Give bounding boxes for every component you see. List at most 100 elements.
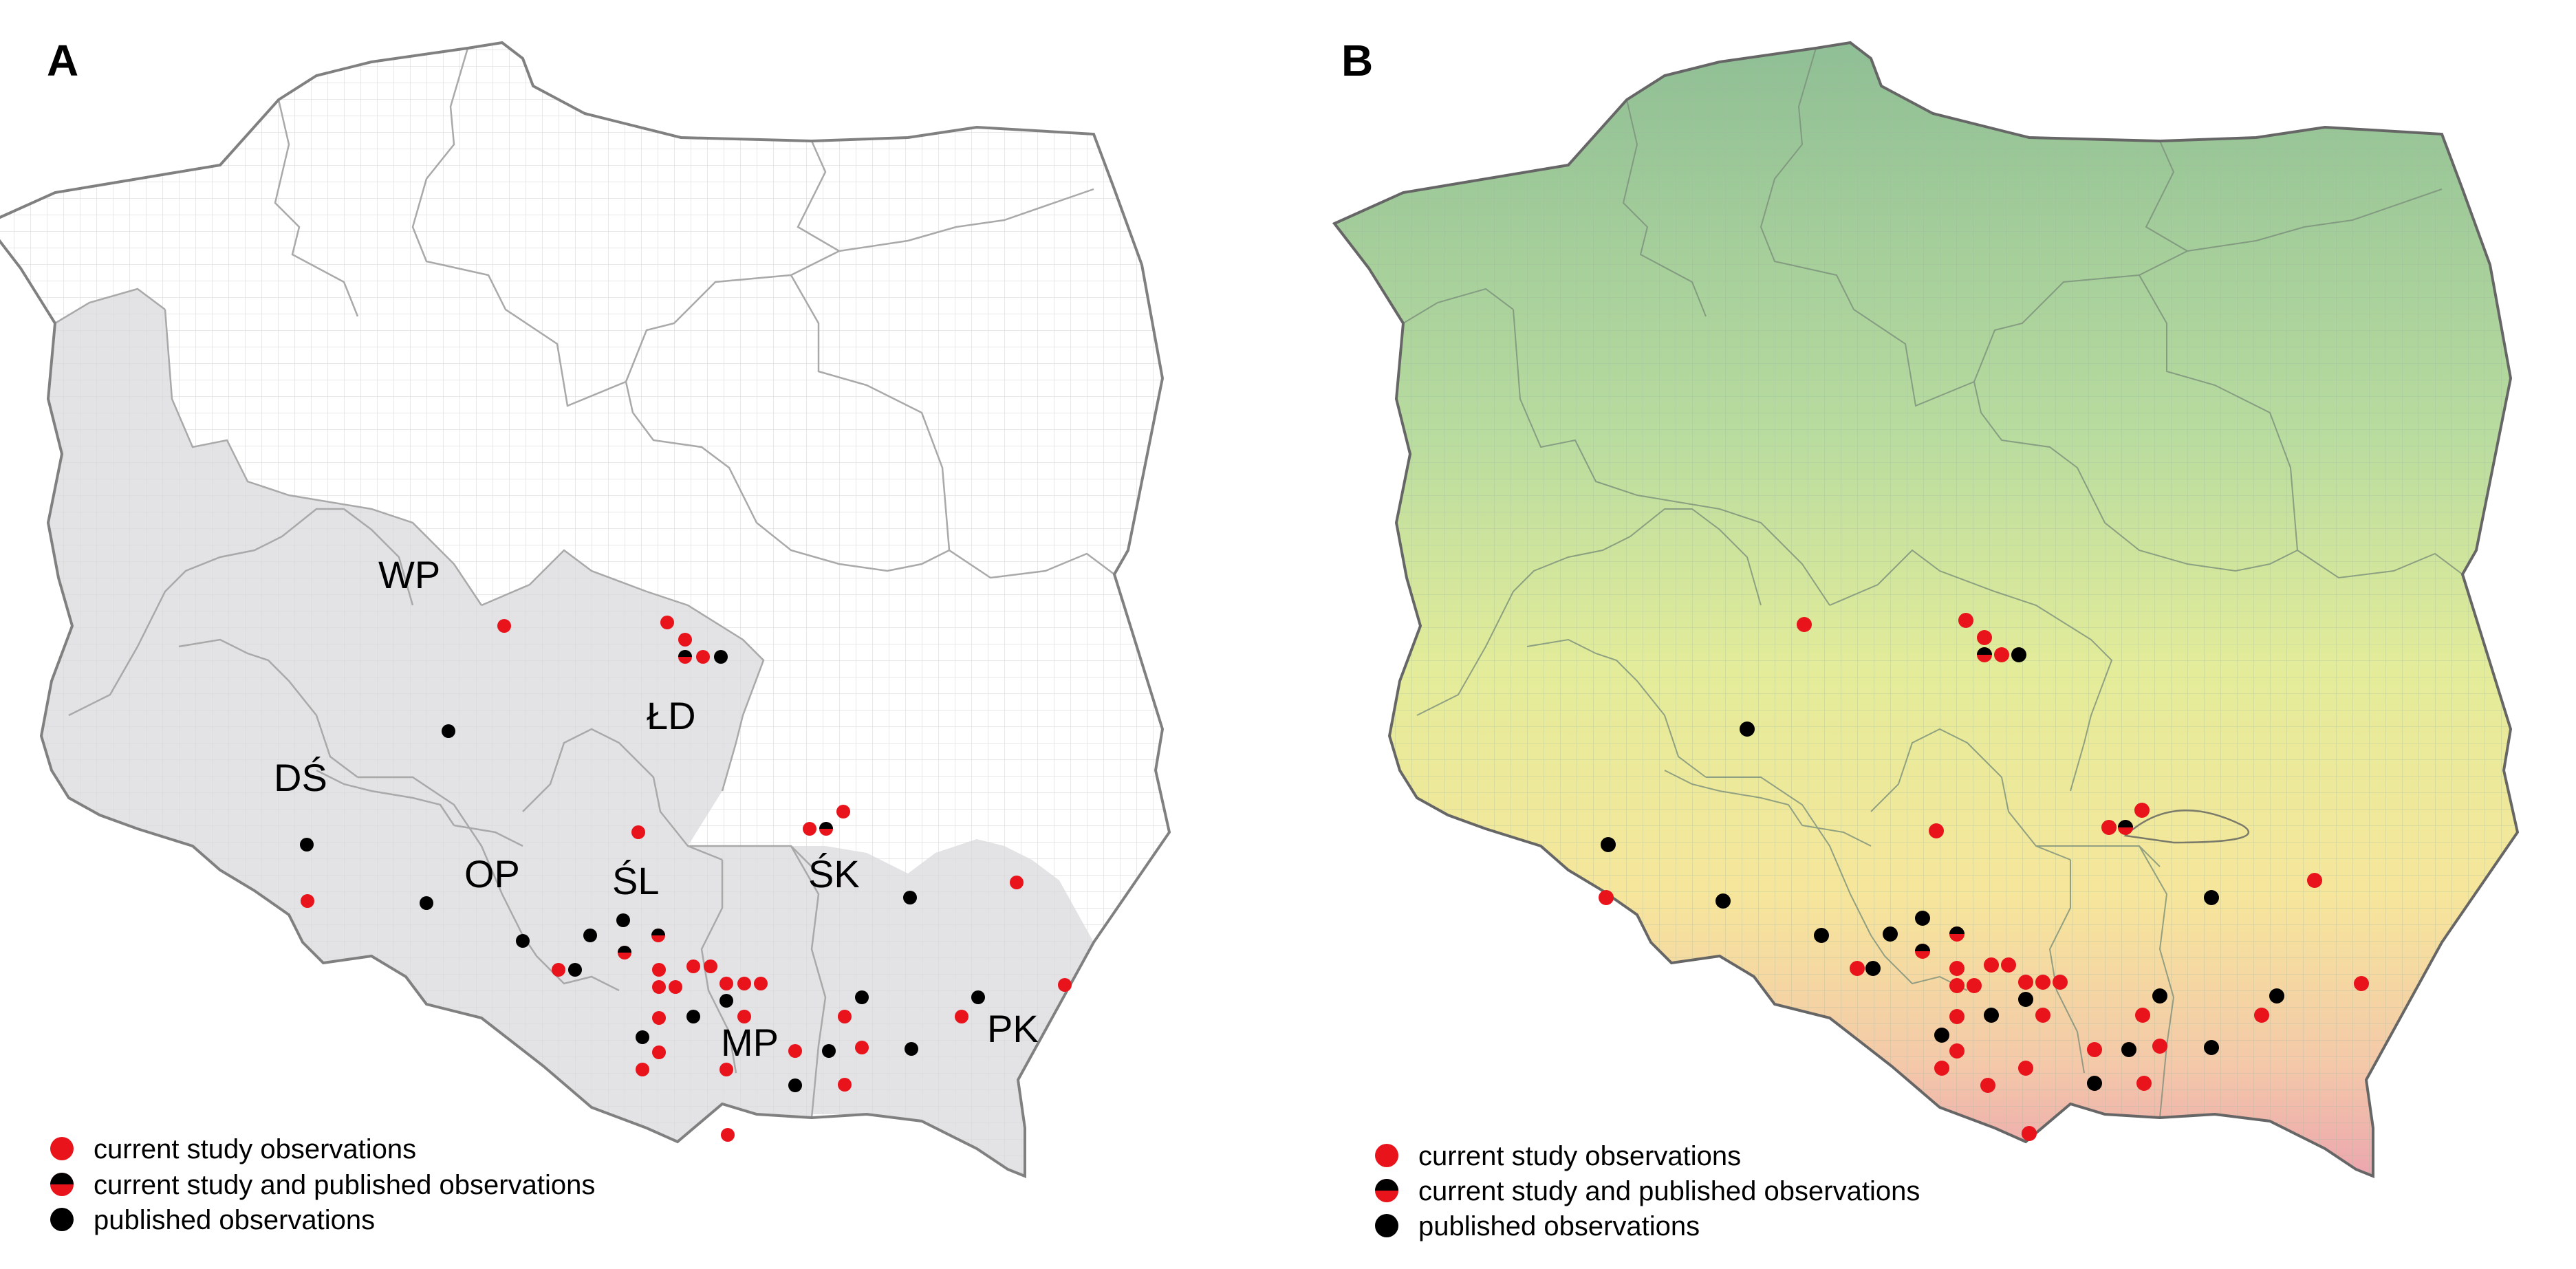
panel-a-observations	[300, 616, 1072, 1142]
observation-marker-published	[1934, 1028, 1949, 1043]
observation-marker-published	[583, 929, 597, 942]
observation-marker-current	[2254, 1008, 2269, 1023]
observation-marker-current	[631, 825, 645, 839]
observation-marker-both	[819, 822, 833, 836]
observation-marker-published	[636, 1030, 649, 1044]
observation-marker-current	[552, 963, 565, 977]
observation-marker-current	[2134, 803, 2150, 818]
region-labels: WP ŁD DŚ OP ŚL ŚK MP PK	[274, 553, 1039, 1064]
observation-marker-current	[1949, 1043, 1965, 1059]
observation-marker-current	[1934, 1061, 1949, 1076]
observation-marker-current	[652, 1011, 666, 1025]
observation-marker-current	[1850, 961, 1865, 976]
legend-published-label: published observations	[94, 1205, 375, 1235]
observation-marker-published	[2152, 988, 2167, 1004]
observation-marker-both	[2118, 820, 2133, 835]
observation-marker-current	[652, 1045, 666, 1059]
observation-marker-published	[516, 934, 530, 948]
observation-marker-current	[696, 650, 710, 664]
panel-a-map	[0, 41, 1171, 1178]
observation-marker-current	[737, 977, 751, 990]
observation-marker-published	[2011, 647, 2026, 662]
observation-marker-current	[1984, 957, 1999, 973]
region-label-mp: MP	[721, 1021, 779, 1064]
region-label-sl: ŚL	[612, 859, 660, 902]
observation-marker-current	[1797, 617, 1812, 632]
legend-b-current-marker	[1375, 1144, 1398, 1167]
observation-marker-published	[686, 1010, 700, 1023]
observation-marker-current	[836, 805, 850, 818]
observation-marker-published	[822, 1044, 836, 1058]
observation-marker-published	[1865, 961, 1881, 976]
observation-marker-published	[1715, 893, 1731, 909]
observation-marker-published	[420, 896, 433, 910]
observation-marker-current	[636, 1063, 649, 1076]
region-label-sk: ŚK	[808, 852, 860, 896]
observation-marker-published	[1915, 911, 1930, 926]
legend-b-published-marker	[1375, 1214, 1398, 1237]
observation-marker-published	[2204, 1040, 2219, 1055]
observation-marker-published	[2269, 988, 2284, 1004]
observation-marker-current	[2087, 1042, 2102, 1057]
observation-marker-current	[686, 959, 700, 973]
legend-current-label: current study observations	[94, 1134, 416, 1164]
observation-marker-current	[2354, 976, 2369, 991]
observation-marker-published	[1601, 837, 1616, 852]
legend-b-current-label: current study observations	[1418, 1141, 1741, 1171]
region-label-ds: DŚ	[274, 756, 327, 799]
legend-published-marker	[50, 1208, 74, 1231]
observation-marker-current	[497, 619, 511, 633]
observation-marker-current	[1994, 647, 2009, 662]
observation-marker-published	[1883, 926, 1898, 942]
observation-marker-current	[1929, 823, 1944, 838]
observation-marker-current	[2152, 1039, 2167, 1054]
observation-marker-published	[971, 990, 985, 1004]
observation-marker-current	[855, 1041, 869, 1054]
observation-marker-current	[788, 1044, 802, 1058]
observation-marker-current	[704, 959, 717, 973]
observation-marker-both	[651, 929, 665, 942]
observation-marker-current	[2101, 820, 2117, 835]
observation-marker-current	[652, 980, 666, 994]
observation-marker-published	[855, 990, 869, 1004]
observation-marker-current	[1058, 978, 1072, 992]
observation-marker-current	[803, 822, 816, 836]
observation-marker-current	[1980, 1078, 1995, 1093]
observation-marker-current	[2022, 1126, 2037, 1141]
observation-marker-published	[2018, 992, 2033, 1007]
observation-marker-current	[1949, 978, 1965, 993]
observation-marker-current	[1010, 876, 1024, 889]
legend-current-marker	[50, 1137, 74, 1160]
panel-a-letter: A	[47, 36, 78, 85]
observation-marker-current	[1967, 978, 1982, 993]
observation-marker-current	[2018, 1061, 2033, 1076]
observation-marker-published	[2204, 890, 2219, 905]
observation-marker-current	[838, 1078, 852, 1092]
observation-marker-current	[660, 616, 674, 629]
legend-a: current study observations current study…	[50, 1134, 595, 1235]
observation-marker-current	[1977, 630, 1992, 645]
observation-marker-current	[719, 1063, 733, 1076]
observation-marker-current	[2035, 975, 2050, 990]
observation-marker-current	[2001, 957, 2016, 973]
observation-marker-current	[652, 963, 666, 977]
observation-marker-both	[1977, 647, 1992, 662]
observation-marker-published	[719, 994, 733, 1008]
observation-marker-published	[903, 891, 917, 904]
observation-marker-published	[300, 838, 314, 852]
observation-marker-current	[669, 980, 682, 994]
observation-marker-published	[905, 1042, 918, 1056]
observation-marker-current	[955, 1010, 968, 1023]
observation-marker-current	[2018, 975, 2033, 990]
observation-marker-published	[788, 1078, 802, 1092]
observation-marker-current	[2307, 873, 2322, 888]
observation-marker-both	[678, 650, 692, 664]
observation-marker-published	[1814, 928, 1829, 943]
observation-marker-published	[1984, 1008, 1999, 1023]
observation-marker-current	[737, 1010, 751, 1023]
legend-both-marker	[50, 1173, 74, 1196]
observation-marker-current	[301, 894, 314, 908]
observation-marker-current	[2053, 975, 2068, 990]
observation-marker-current	[1599, 890, 1614, 905]
legend-b: current study observations current study…	[1375, 1141, 1920, 1241]
